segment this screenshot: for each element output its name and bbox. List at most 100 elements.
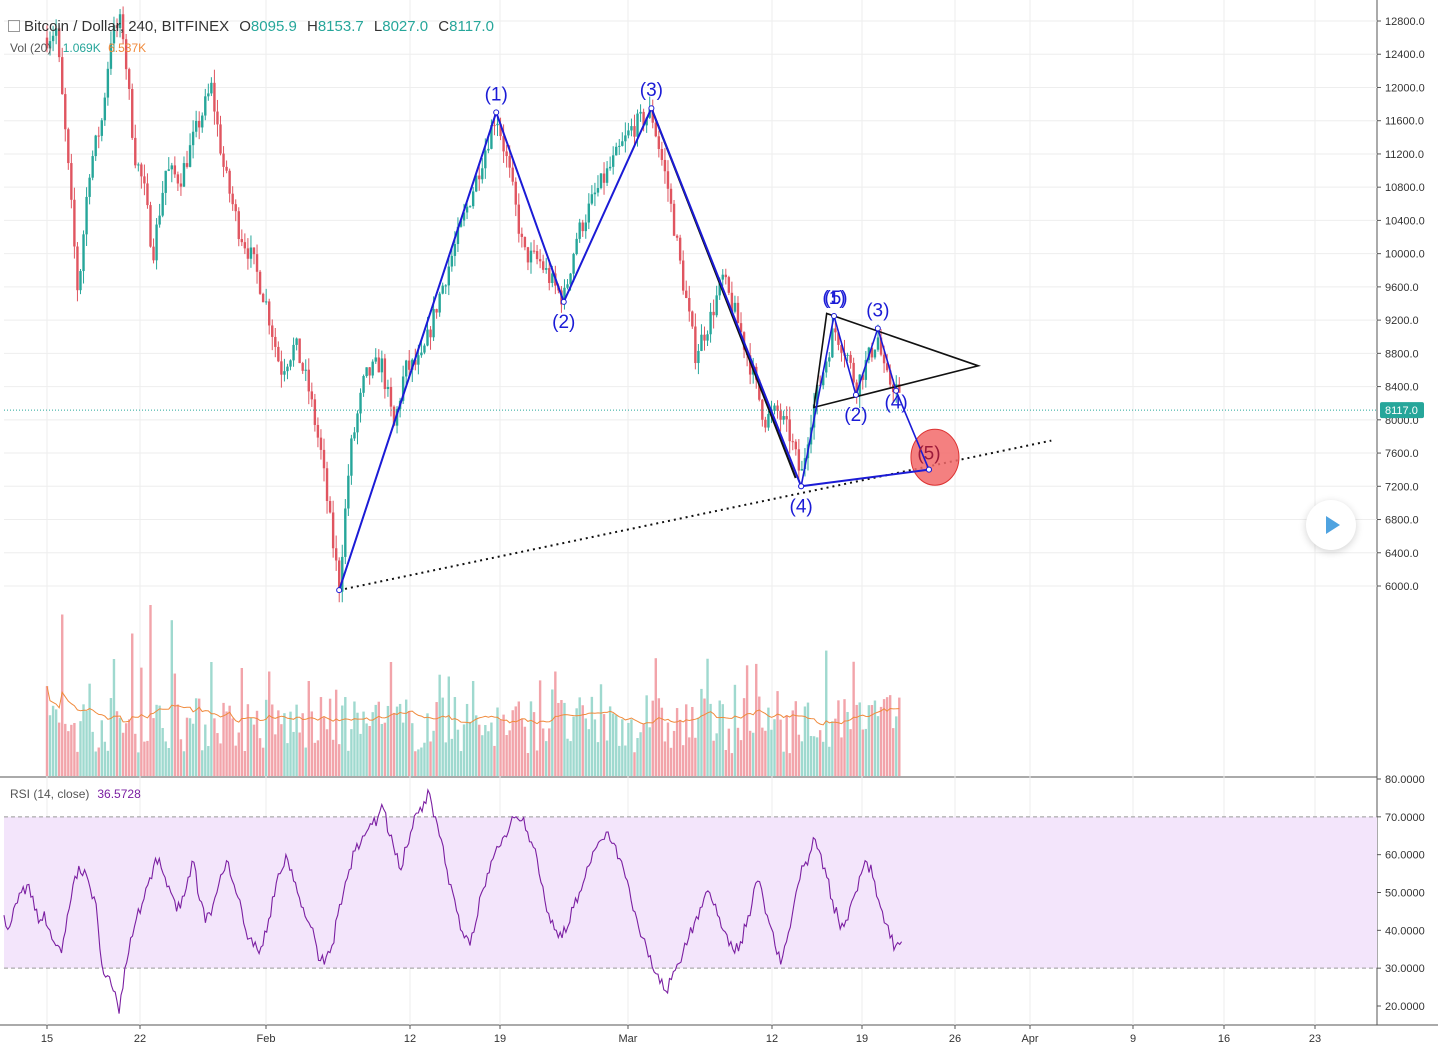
candle-body: [879, 337, 883, 355]
volume-bar: [621, 719, 624, 776]
volume-bar: [551, 689, 554, 776]
volume-bar: [861, 729, 864, 776]
volume-bar: [888, 695, 892, 776]
candle-body: [161, 192, 164, 216]
candle-body: [815, 384, 819, 405]
volume-bar: [745, 665, 749, 776]
volume-bar: [316, 740, 320, 776]
candle-body: [773, 405, 776, 411]
candle-body: [465, 206, 469, 213]
candle-body: [727, 277, 731, 293]
volume-bar: [106, 750, 110, 776]
candle-body: [219, 124, 222, 154]
volume-bar: [444, 742, 447, 776]
volume-bar: [471, 681, 475, 776]
candle-body: [420, 352, 423, 356]
volume-bar: [742, 698, 746, 776]
volume-bar: [715, 733, 718, 776]
volume-bar: [605, 740, 609, 776]
candle-body: [85, 196, 88, 235]
volume-bar: [864, 728, 868, 776]
candle-body: [840, 344, 843, 353]
candle-body: [496, 123, 499, 126]
volume-bar: [359, 733, 362, 776]
candle-body: [724, 274, 727, 278]
candle-body: [432, 309, 435, 338]
volume-bar: [438, 674, 441, 776]
volume-bar: [761, 727, 764, 776]
candle-body: [493, 125, 496, 127]
volume-bar: [283, 713, 286, 776]
volume-bar: [76, 751, 79, 776]
candle-body: [685, 290, 688, 298]
candle-body: [292, 344, 295, 361]
volume-bar: [268, 671, 271, 776]
volume-bar: [350, 729, 353, 776]
volume-bar: [347, 750, 350, 776]
volume-bar: [313, 742, 317, 776]
candle-body: [274, 336, 277, 347]
volume-bar: [398, 703, 402, 776]
volume-bar: [493, 745, 496, 776]
price-tick-label-0: 12800.0: [1385, 16, 1425, 28]
candle-body: [134, 137, 137, 166]
candle-body: [191, 131, 195, 146]
candle-body: [630, 126, 633, 131]
volume-bar: [843, 699, 846, 776]
volume-bar: [599, 684, 603, 776]
candle-body: [67, 129, 70, 164]
candle-body: [651, 107, 654, 123]
candle-body: [828, 357, 831, 362]
volume-bar: [307, 681, 310, 776]
candle-body: [551, 273, 554, 284]
volume-bar: [158, 705, 161, 776]
candle-body: [426, 329, 429, 346]
volume-bar: [636, 738, 639, 776]
price-tick-label-13: 7600.0: [1385, 448, 1419, 460]
replay-play-button[interactable]: [1306, 500, 1356, 550]
rsi-legend: RSI (14, close) 36.5728: [10, 787, 141, 801]
volume-bar: [246, 704, 250, 776]
candle-body: [374, 357, 377, 362]
rsi-legend-value: 36.5728: [97, 787, 141, 801]
candle-body: [48, 41, 52, 49]
volume-bar: [803, 706, 807, 776]
volume-bar: [520, 719, 524, 776]
candle-body: [280, 361, 283, 375]
candle-body: [864, 360, 868, 380]
candle-body: [137, 164, 140, 166]
wave-label-extra: (5): [824, 288, 847, 309]
candle-body: [268, 301, 271, 326]
volume-bar: [748, 730, 752, 776]
volume-bar: [545, 741, 548, 776]
candle-body: [870, 347, 874, 358]
candle-body: [545, 268, 548, 270]
volume-bar: [197, 698, 201, 776]
volume-bar: [155, 704, 158, 776]
wave-label-8: (4): [884, 393, 907, 414]
candle-body: [739, 323, 743, 333]
volume-bar: [255, 710, 259, 776]
candle-body: [508, 156, 511, 168]
candle-body: [885, 363, 889, 371]
collapse-toggle-icon[interactable]: [8, 20, 20, 32]
volume-bar: [301, 713, 304, 776]
candle-body: [694, 326, 697, 364]
candle-body: [298, 338, 301, 364]
volume-legend-label: Vol (20): [10, 41, 52, 55]
volume-bar: [222, 702, 225, 776]
volume-bar: [374, 704, 377, 776]
candle-body: [91, 156, 94, 178]
volume-bar: [694, 737, 697, 776]
candle-body: [341, 556, 344, 592]
volume-bar: [124, 723, 128, 776]
candle-body: [408, 360, 411, 370]
volume-bar: [618, 745, 621, 776]
volume-bar: [898, 697, 901, 776]
candle-body: [636, 113, 639, 137]
volume-bar: [712, 740, 715, 776]
candle-body: [575, 238, 578, 255]
volume-bar: [356, 712, 359, 776]
volume-bar: [721, 704, 724, 776]
